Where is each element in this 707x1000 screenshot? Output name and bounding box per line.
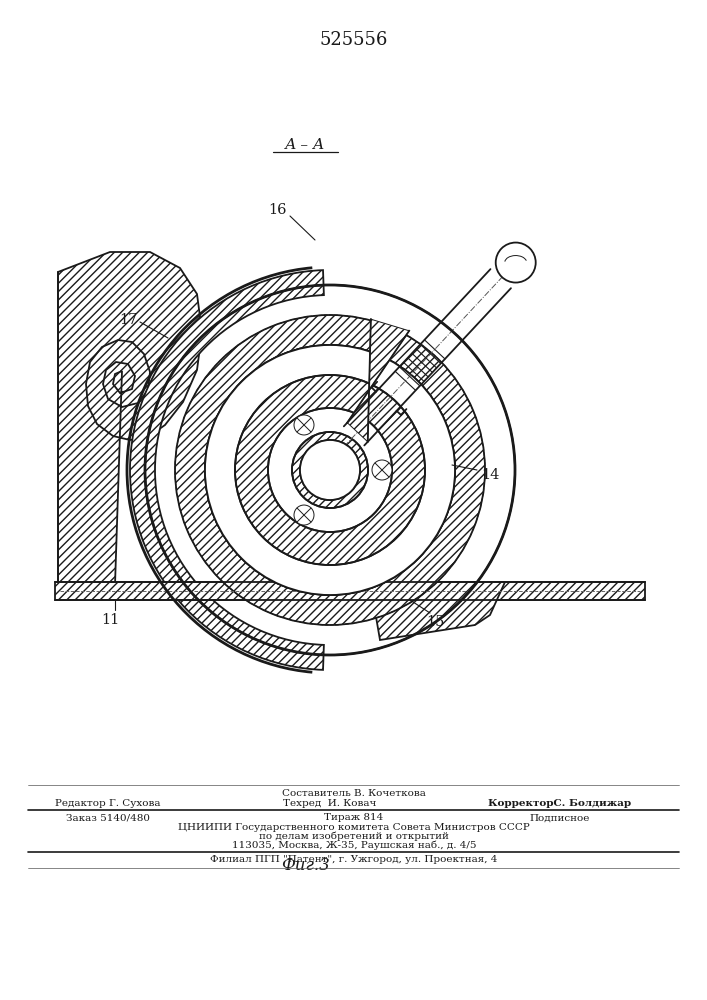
Circle shape xyxy=(294,415,314,435)
Circle shape xyxy=(300,440,360,500)
Text: 113035, Москва, Ж-35, Раушская наб., д. 4/5: 113035, Москва, Ж-35, Раушская наб., д. … xyxy=(232,840,477,850)
Text: по делам изобретений и открытий: по делам изобретений и открытий xyxy=(259,831,449,841)
Text: ЦНИИПИ Государственного комитета Совета Министров СССР: ЦНИИПИ Государственного комитета Совета … xyxy=(178,822,530,832)
Polygon shape xyxy=(58,252,202,585)
Text: 15: 15 xyxy=(426,615,444,629)
Text: Составитель В. Кочеткова: Составитель В. Кочеткова xyxy=(282,788,426,798)
Text: 525556: 525556 xyxy=(320,31,388,49)
Wedge shape xyxy=(130,270,324,670)
Text: 16: 16 xyxy=(269,203,287,217)
Circle shape xyxy=(496,243,536,283)
Circle shape xyxy=(372,460,392,480)
Wedge shape xyxy=(235,375,425,565)
Text: 17: 17 xyxy=(119,313,137,327)
Polygon shape xyxy=(347,319,409,442)
Text: 14: 14 xyxy=(481,468,499,482)
Text: Техред  И. Ковач: Техред И. Ковач xyxy=(284,798,377,808)
Text: Фиг.3: Фиг.3 xyxy=(281,856,329,874)
Polygon shape xyxy=(370,582,505,640)
Circle shape xyxy=(292,432,368,508)
Text: А – А: А – А xyxy=(285,138,325,152)
Bar xyxy=(55,582,645,600)
Text: 11: 11 xyxy=(101,613,119,627)
Text: КорректорС. Болдижар: КорректорС. Болдижар xyxy=(489,798,631,808)
Text: Тираж 814: Тираж 814 xyxy=(325,814,384,822)
Wedge shape xyxy=(175,315,485,625)
Circle shape xyxy=(294,505,314,525)
Text: Заказ 5140/480: Заказ 5140/480 xyxy=(66,814,150,822)
Text: Подписное: Подписное xyxy=(530,814,590,822)
Text: Филиал ПГП "Патент", г. Ужгород, ул. Проектная, 4: Филиал ПГП "Патент", г. Ужгород, ул. Про… xyxy=(210,856,498,864)
Text: Редактор Г. Сухова: Редактор Г. Сухова xyxy=(55,798,160,808)
Wedge shape xyxy=(205,345,455,595)
